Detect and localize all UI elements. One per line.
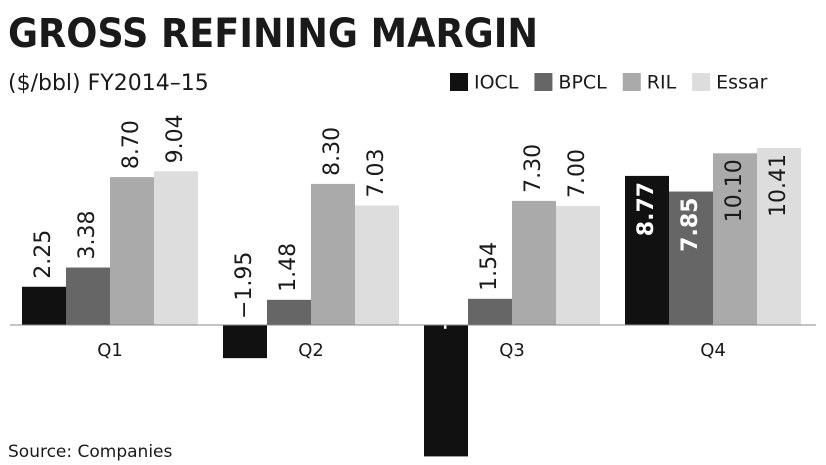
value-label: 7.00 [565, 149, 590, 198]
bar [22, 286, 66, 325]
source: Source: Companies [8, 442, 173, 462]
bar [355, 205, 399, 325]
value-label: 7.30 [521, 144, 546, 193]
value-label: −7.73 [433, 258, 458, 331]
value-label: 8.30 [320, 127, 345, 176]
chart-title: GROSS REFINING MARGIN [8, 11, 538, 57]
bar [154, 171, 198, 325]
x-tick-label: Q3 [499, 340, 525, 361]
legend-swatch [534, 73, 553, 91]
value-label: 1.48 [276, 243, 301, 292]
value-label: 7.03 [364, 149, 389, 198]
legend-swatch [450, 73, 468, 91]
bar [625, 175, 669, 325]
value-label: 8.77 [634, 182, 659, 236]
bar [713, 153, 757, 325]
value-label: 10.10 [722, 159, 747, 222]
bar [757, 148, 801, 325]
bar [66, 267, 110, 325]
bar [512, 200, 556, 325]
chart-subtitle: ($/bbl) FY2014–15 [8, 71, 209, 96]
x-tick-label: Q1 [97, 340, 123, 361]
value-label: 10.41 [766, 154, 791, 217]
legend-label: Essar [716, 72, 767, 94]
value-label: 7.85 [678, 198, 703, 252]
bar [311, 183, 355, 325]
bar [267, 299, 311, 325]
legend-label: IOCL [474, 72, 519, 94]
bar [110, 177, 154, 325]
value-label: −1.95 [232, 252, 257, 319]
value-label: 1.54 [477, 242, 502, 291]
x-tick-label: Q2 [298, 340, 324, 361]
bar [468, 298, 512, 325]
bar [556, 206, 600, 325]
value-label: 9.04 [163, 114, 188, 163]
value-label: 8.70 [119, 120, 144, 169]
legend-label: RIL [647, 72, 677, 94]
legend-label: BPCL [558, 72, 607, 94]
bar [669, 191, 713, 325]
value-label: 3.38 [75, 211, 100, 260]
legend-swatch [622, 73, 641, 91]
x-tick-label: Q4 [700, 340, 726, 361]
bar [424, 325, 468, 457]
value-label: 2.25 [31, 230, 56, 279]
legend-swatch [692, 73, 711, 91]
bar [223, 325, 267, 359]
